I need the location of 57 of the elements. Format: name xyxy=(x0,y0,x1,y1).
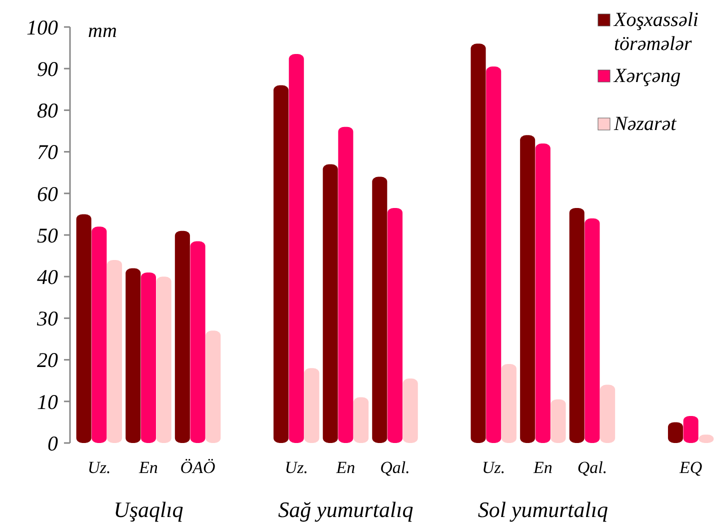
x-tick-label: EQ xyxy=(678,458,702,477)
x-tick-label: En xyxy=(335,458,356,477)
y-tick-label: 100 xyxy=(26,15,58,40)
bar xyxy=(520,135,536,443)
legend-label: Xoşxassəli törəmələr xyxy=(613,9,698,55)
bar xyxy=(584,218,600,443)
bar xyxy=(76,214,92,443)
bar xyxy=(126,268,141,443)
bar xyxy=(535,143,550,443)
bar xyxy=(322,164,338,443)
bar xyxy=(92,226,107,443)
y-tick-label: 50 xyxy=(37,223,58,248)
text: Sağ yumurtalıq xyxy=(278,497,414,522)
y-tick-label: 30 xyxy=(36,306,58,331)
x-tick-label: En xyxy=(138,458,158,477)
y-tick-label: 10 xyxy=(37,390,58,414)
y-tick-label: 60 xyxy=(37,182,58,206)
x-tick-label: Qal. xyxy=(577,458,608,477)
bar xyxy=(402,378,418,443)
bar xyxy=(274,85,289,443)
bar xyxy=(569,208,584,443)
y-tick-label: 90 xyxy=(37,56,58,81)
legend-label: Xərçəng xyxy=(613,65,681,87)
bar xyxy=(372,176,388,443)
x-tick-label: ÖAÖ xyxy=(180,458,216,477)
x-tick-label: En xyxy=(532,458,552,477)
bar xyxy=(354,397,369,443)
x-tick-label: Uz. xyxy=(284,458,308,477)
text: Uşaqlıq xyxy=(114,497,184,522)
y-tick-label: 0 xyxy=(48,431,58,456)
bar xyxy=(338,126,354,443)
y-tick-label: 70 xyxy=(37,140,58,164)
bar xyxy=(387,208,403,443)
bar xyxy=(156,276,172,443)
bar xyxy=(501,364,516,443)
bar xyxy=(600,384,616,443)
bar xyxy=(668,422,684,443)
x-tick-label: Uz. xyxy=(482,458,506,477)
text: Sol yumurtalıq xyxy=(478,497,608,522)
x-tick-label: Uz. xyxy=(88,458,111,477)
y-axis-title: mm xyxy=(88,20,117,42)
bar xyxy=(486,66,502,443)
bar xyxy=(106,260,122,443)
bar xyxy=(190,241,206,443)
bar xyxy=(304,368,320,443)
bar xyxy=(470,44,486,443)
bar xyxy=(288,54,304,443)
legend-label: Nəzarət xyxy=(613,113,677,135)
y-tick-label: 20 xyxy=(37,348,58,372)
x-tick-label: Qal. xyxy=(380,458,410,477)
y-tick-label: 80 xyxy=(37,98,58,123)
bar xyxy=(140,272,156,443)
bar xyxy=(174,230,190,443)
y-tick-label: 40 xyxy=(37,264,58,289)
bar xyxy=(206,330,221,443)
bar xyxy=(683,416,698,443)
bar xyxy=(550,399,566,443)
